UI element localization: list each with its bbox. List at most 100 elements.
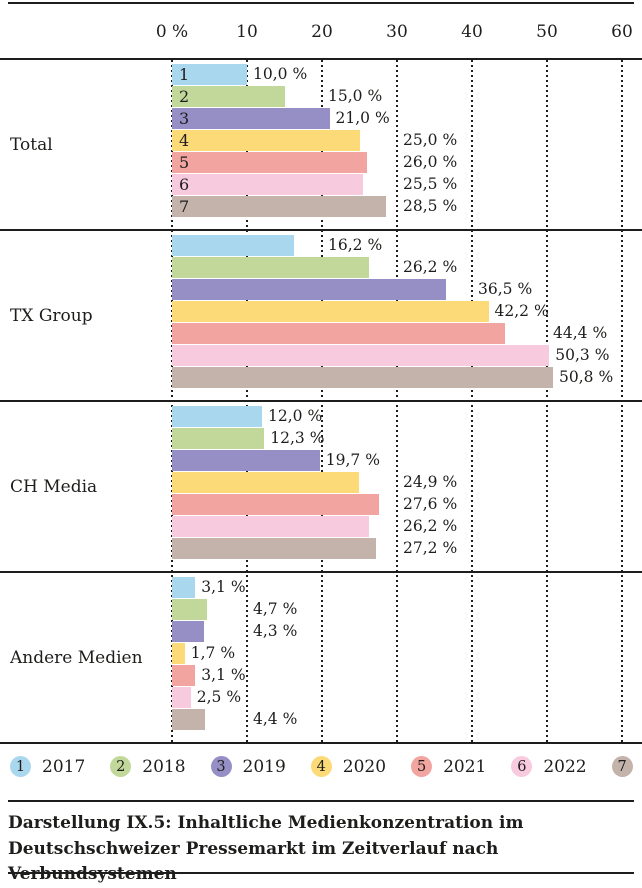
bar-value-label: 12,3 % (270, 429, 325, 447)
gridline (246, 60, 248, 744)
bar (172, 709, 205, 730)
bar-value-label: 44,4 % (553, 324, 608, 342)
bar-series-number: 1 (179, 65, 190, 84)
figure-caption: Darstellung IX.5: Inhaltliche Medienkonz… (8, 813, 524, 884)
x-axis-tick: 40 (461, 22, 483, 42)
bar-row: 3,1 % (172, 577, 642, 599)
bar-row: 42,2 % (172, 301, 642, 323)
bar-value-label: 50,3 % (555, 346, 610, 364)
bar-value-label: 26,2 % (403, 258, 458, 276)
bar-value-label: 21,0 % (335, 109, 390, 127)
bar-row: 50,3 % (172, 345, 642, 367)
bar (172, 450, 320, 471)
legend-year-label: 2018 (142, 756, 186, 777)
bar (172, 472, 359, 493)
legend-item: 6 2022 (511, 756, 587, 777)
bar-row: 27,6 % (172, 494, 642, 516)
bar-row: 24,9 % (172, 472, 642, 494)
bar-value-label: 50,8 % (559, 368, 614, 386)
x-axis-tick: 50 (536, 22, 558, 42)
bar-value-label: 4,7 % (253, 600, 298, 618)
bar (172, 621, 205, 642)
bar-row: 4,4 % (172, 709, 642, 731)
bar-row: 26,2 % (172, 516, 642, 538)
category-group: CH Media 12,0 % 12,3 % 19,7 % 24,9 % 27,6 % 26… (0, 402, 642, 573)
bar-value-label: 27,6 % (403, 495, 458, 513)
bar-row: 1 10,0 % (172, 64, 642, 86)
bar-value-label: 36,5 % (478, 280, 533, 298)
legend-item: 4 2020 (310, 756, 387, 777)
bar-series-number: 4 (179, 131, 190, 150)
bar-row: 3 21,0 % (172, 108, 642, 130)
legend-item: 5 2021 (411, 756, 486, 777)
bar-row: 44,4 % (172, 323, 642, 345)
bar-value-label: 27,2 % (403, 539, 458, 557)
bar-value-label: 10,0 % (253, 65, 308, 83)
bar-row: 12,0 % (172, 406, 642, 428)
category-label: Total (10, 134, 53, 155)
bars-container: 12,0 % 12,3 % 19,7 % 24,9 % 27,6 % 26,2 % 27,2… (172, 406, 642, 560)
bar-row: 16,2 % (172, 235, 642, 257)
bar (172, 643, 185, 664)
legend-year-label: 2020 (342, 756, 387, 777)
bar (172, 428, 265, 449)
bar: 7 (172, 196, 386, 217)
legend-item: 2 2018 (110, 756, 186, 777)
bar: 3 (172, 108, 330, 129)
bar-row: 4,3 % (172, 621, 642, 643)
bar-row: 26,2 % (172, 257, 642, 279)
x-axis-tick: 20 (311, 22, 333, 42)
category-group: Andere Medien 3,1 % 4,7 % 4,3 % 1,7 % 3,1 % 2,… (0, 573, 642, 744)
legend-year-label: 2019 (242, 756, 286, 777)
bar-row: 27,2 % (172, 538, 642, 560)
category-label: CH Media (10, 476, 98, 497)
bar-row: 6 25,5 % (172, 174, 642, 196)
bar-value-label: 4,4 % (253, 710, 298, 728)
bar (172, 257, 369, 278)
legend-marker-circle: 2 (110, 756, 132, 777)
bar-series-number: 7 (179, 197, 190, 216)
legend-item: 1 2017 (10, 756, 85, 777)
gridline (396, 60, 398, 744)
bar: 4 (172, 130, 360, 151)
bar (172, 367, 553, 388)
bar-row: 36,5 % (172, 279, 642, 301)
legend: 1 2017 2 2018 3 2019 4 2020 5 2021 6 2022 72023 (10, 756, 642, 777)
x-axis-tick: 0 % (155, 22, 189, 42)
legend-year-label: 2017 (42, 756, 86, 777)
bar-row: 2 15,0 % (172, 86, 642, 108)
bar-value-label: 24,9 % (403, 473, 458, 491)
bar (172, 687, 191, 708)
bar-value-label: 25,0 % (403, 131, 458, 149)
category-label: TX Group (10, 305, 93, 326)
category-group: Total 1 10,0 % 2 15,0 % 3 21,0 % 4 25,0 % 5 26,0 %… (0, 60, 642, 231)
bar (172, 516, 369, 537)
x-axis-tick: 10 (236, 22, 258, 42)
bar (172, 323, 505, 344)
legend-marker-circle: 4 (310, 756, 332, 777)
gridline (321, 60, 323, 744)
caption-divider-rule (8, 800, 634, 802)
bar-value-label: 28,5 % (403, 197, 458, 215)
bar (172, 538, 376, 559)
bottom-rule (8, 872, 634, 874)
bar-value-label: 2,5 % (196, 688, 242, 706)
legend-marker-circle: 3 (210, 756, 232, 777)
bar-row: 4,7 % (172, 599, 642, 621)
bar-row: 2,5 % (172, 687, 642, 709)
gridline (546, 60, 548, 744)
bar (172, 301, 489, 322)
x-axis-tick: 30 (386, 22, 408, 42)
bars-container: 16,2 % 26,2 % 36,5 % 42,2 % 44,4 % 50,3 % 50,8… (172, 235, 642, 389)
category-label: Andere Medien (10, 647, 143, 668)
bar-row: 7 28,5 % (172, 196, 642, 218)
x-axis: 0 % 10 20 30 40 50 60 (0, 20, 642, 44)
top-rule (8, 2, 634, 4)
category-group: TX Group 16,2 % 26,2 % 36,5 % 42,2 % 44,4 % 50… (0, 231, 642, 402)
bars-container: 1 10,0 % 2 15,0 % 3 21,0 % 4 25,0 % 5 26,0 % 6 25,5… (172, 64, 642, 218)
bar: 2 (172, 86, 285, 107)
bar-value-label: 3,1 % (201, 666, 246, 684)
bar: 5 (172, 152, 367, 173)
bar-series-number: 6 (179, 175, 190, 194)
